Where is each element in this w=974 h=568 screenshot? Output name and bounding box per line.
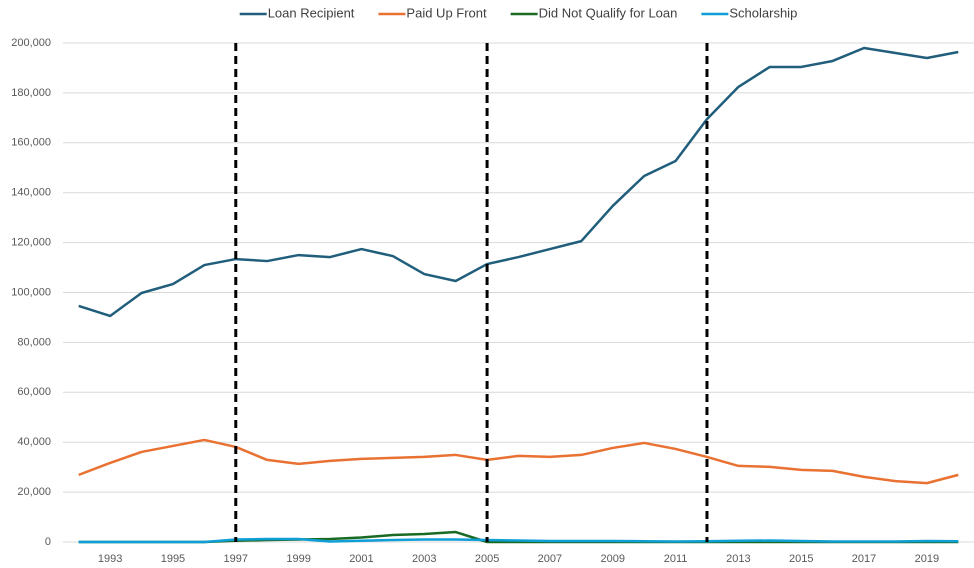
series-line — [78, 537, 959, 544]
y-tick-label: 100,000 — [11, 286, 51, 298]
y-tick-label: 140,000 — [11, 187, 51, 199]
y-tick-label: 60,000 — [17, 386, 51, 398]
y-tick-label: 160,000 — [11, 137, 51, 149]
y-tick-label: 120,000 — [11, 237, 51, 249]
legend: Loan Recipient Paid Up Front Did Not Quali… — [239, 5, 797, 20]
x-tick-label: 2011 — [664, 553, 688, 565]
x-tick-label: 1993 — [98, 553, 122, 565]
legend-label: Scholarship — [729, 5, 797, 20]
x-tick-label: 2003 — [412, 553, 436, 565]
x-tick-label: 1995 — [161, 553, 185, 565]
x-tick-label: 2005 — [475, 553, 499, 565]
legend-label: Loan Recipient — [268, 5, 355, 20]
y-tick-label: 200,000 — [11, 37, 51, 49]
x-tick-label: 2009 — [600, 553, 624, 565]
x-tick-label: 1999 — [286, 553, 310, 565]
y-tick-label: 40,000 — [17, 436, 51, 448]
y-tick-label: 0 — [45, 536, 51, 548]
y-tick-label: 180,000 — [11, 87, 51, 99]
y-tick-label: 80,000 — [17, 336, 51, 348]
legend-label: Did Not Qualify for Loan — [539, 5, 678, 20]
x-tick-label: 1997 — [224, 553, 248, 565]
x-tick-label: 2001 — [349, 553, 373, 565]
y-tick-label: 20,000 — [17, 486, 51, 498]
x-tick-label: 2017 — [852, 553, 876, 565]
x-tick-label: 2015 — [789, 553, 813, 565]
legend-label: Paid Up Front — [406, 5, 487, 20]
x-tick-label: 2019 — [915, 553, 939, 565]
x-tick-label: 2013 — [726, 553, 750, 565]
series-line — [78, 438, 959, 485]
x-tick-label: 2007 — [538, 553, 562, 565]
series-line — [78, 46, 959, 318]
